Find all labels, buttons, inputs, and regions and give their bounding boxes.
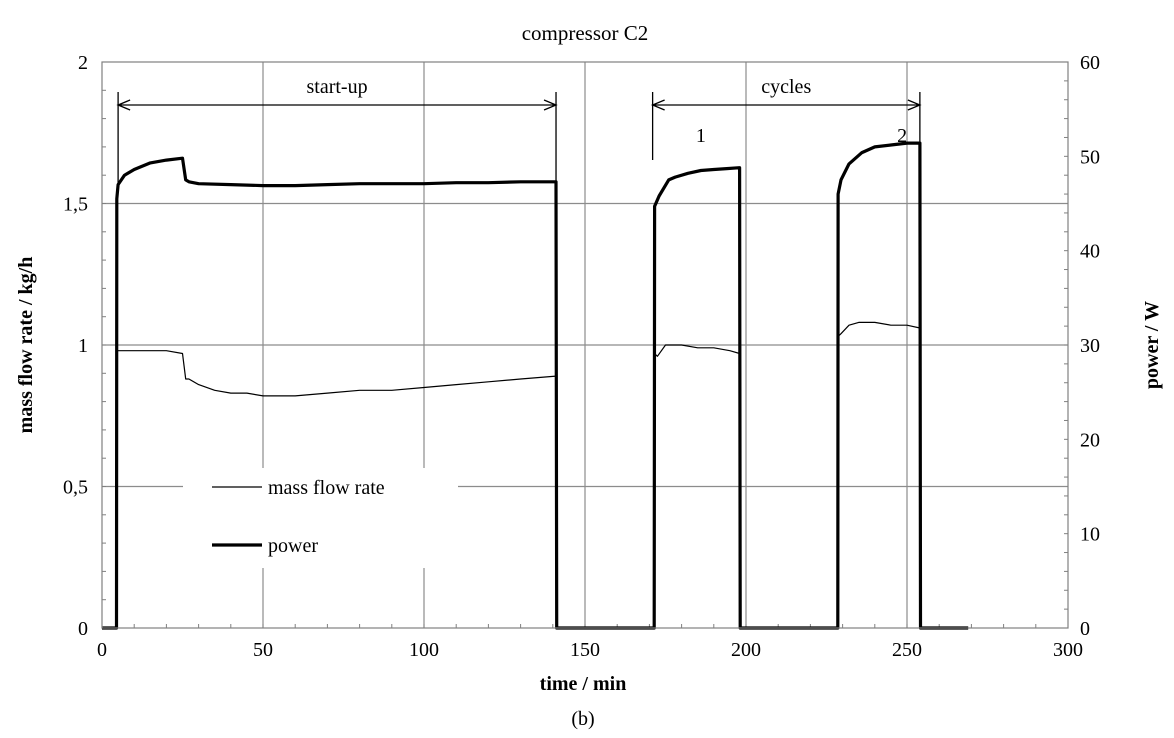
x-tick-labels: 0 50 100 150 200 250 300 [97, 639, 1083, 661]
plot-frame [101, 61, 1069, 629]
legend: mass flow rate power [183, 468, 458, 568]
legend-background [183, 468, 458, 568]
legend-label-power: power [268, 535, 318, 557]
x-tick-label: 50 [253, 639, 273, 661]
x-tick-label: 0 [97, 639, 107, 661]
y-right-tick-label: 0 [1080, 618, 1090, 640]
cycles-label: cycles [761, 76, 811, 98]
x-axis-title: time / min [540, 673, 627, 695]
y-right-tick-label: 30 [1080, 335, 1100, 357]
cycle-2-label: 2 [897, 125, 907, 147]
y-right-tick-labels: 0 10 20 30 40 50 60 [1080, 52, 1100, 640]
y-right-tick-label: 20 [1080, 429, 1100, 451]
chart-title: compressor C2 [522, 21, 649, 45]
series-lines [102, 141, 969, 630]
x-tick-label: 100 [409, 639, 439, 661]
annotations: start-up cycles 1 2 [116, 76, 922, 188]
startup-label: start-up [307, 76, 368, 98]
y-left-tick-label: 0,5 [63, 477, 88, 499]
startup-arrow [116, 99, 558, 111]
legend-label-mass-flow: mass flow rate [268, 477, 385, 499]
y-left-axis-title: mass flow rate / kg/h [15, 257, 37, 434]
y-right-tick-label: 40 [1080, 241, 1100, 263]
cycles-arrow [650, 99, 922, 111]
x-tick-label: 150 [570, 639, 600, 661]
gridlines [102, 62, 1068, 628]
series-line-power [102, 141, 969, 630]
x-tick-label: 200 [731, 639, 761, 661]
figure-caption: (b) [571, 708, 594, 730]
y-right-tick-label: 50 [1080, 146, 1100, 168]
y-left-tick-label: 0 [78, 618, 88, 640]
series-line-mass-flow-rate [102, 321, 969, 629]
y-left-tick-labels: 0 0,5 1 1,5 2 [63, 52, 88, 640]
y-right-tick-label: 10 [1080, 524, 1100, 546]
y-left-tick-label: 1 [78, 335, 88, 357]
cycle-1-label: 1 [696, 125, 706, 147]
y-left-tick-label: 1,5 [63, 194, 88, 216]
x-tick-label: 250 [892, 639, 922, 661]
y-left-tick-label: 2 [78, 52, 88, 74]
y-right-axis-title: power / W [1141, 301, 1163, 389]
y-right-tick-label: 60 [1080, 52, 1100, 74]
x-tick-label: 300 [1053, 639, 1083, 661]
